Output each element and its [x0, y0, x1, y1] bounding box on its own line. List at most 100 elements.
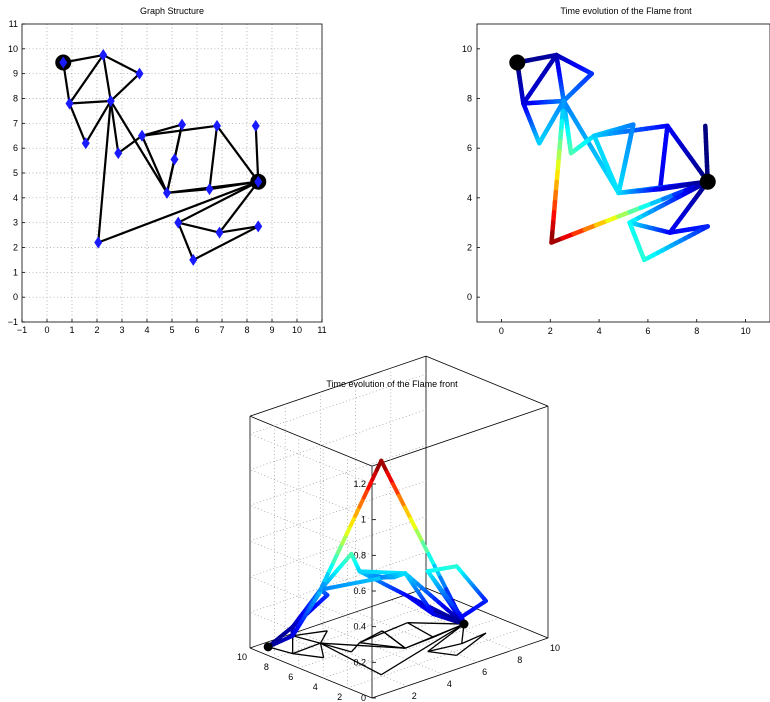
p3-flame-segment: [391, 482, 401, 498]
p3-top-front-edge: [371, 405, 549, 467]
p2-edge-C-E: [561, 71, 595, 104]
p3-flame-segment: [420, 540, 431, 557]
panel-flame-2d: Time evolution of the Flame front 0 2 4 6 8 1…: [462, 6, 770, 336]
p1-edge-N-O: [209, 180, 259, 191]
p1-edge-T-S: [192, 225, 259, 261]
p1-ytick-label: 2: [13, 243, 18, 253]
p3-xtick-label: 6: [482, 667, 487, 677]
p2-edge-K-N: [657, 123, 670, 192]
p1-edge-R-S: [219, 225, 259, 234]
p1-xtick-label: 3: [119, 325, 124, 335]
p1-node-M: [163, 186, 171, 199]
p2-edge-B-D: [521, 52, 559, 106]
p1-node-T: [189, 253, 198, 266]
p1-ytick-label: −1: [8, 317, 18, 327]
p3-floor-grid: [355, 611, 478, 663]
p1-edge-P-O: [97, 180, 259, 244]
p1-ytick-label: 11: [9, 19, 18, 29]
p3-floor-grid: [320, 623, 443, 675]
p3-floor-edge-O-Q: [427, 623, 465, 653]
p3-ytick-label: 8: [264, 662, 269, 672]
p3-ytick-label: 2: [337, 692, 342, 702]
p1-tick-labels: −1 0 1 2 3 4 5 6 7 8 9 10 11 −1 0 1 2 3 4 5 6 7 8 9 10 11: [8, 19, 327, 335]
p3-floor-grid: [285, 635, 408, 687]
p1-xtick-label: 4: [144, 325, 149, 335]
p2-xtick-label: 10: [741, 326, 751, 336]
p1-node-P: [94, 236, 103, 249]
p1-node-G: [114, 147, 123, 160]
p3-floor-grid: [390, 599, 513, 651]
p1-xtick-label: 6: [194, 325, 199, 335]
p3-ytick-label: 10: [237, 652, 247, 662]
p3-flame-segment: [396, 493, 407, 510]
p3-backwall-hgrid: [249, 445, 427, 506]
p3-x-axis: [371, 637, 549, 699]
p2-edge-segment: [537, 137, 544, 146]
p2-ytick-label: 2: [467, 243, 472, 253]
p2-nodes: [509, 54, 716, 190]
p3-flame-edge-R-S: [459, 598, 488, 619]
p2-source-node-A: [509, 54, 526, 71]
p1-edge-E-P: [97, 100, 112, 243]
p3-floor-grid: [323, 617, 500, 679]
p2-edge-D-F: [521, 101, 542, 146]
p2-edge-B-E: [554, 52, 566, 104]
p3-floor-edge-B-E: [292, 635, 321, 644]
p1-xtick-label: 2: [94, 325, 99, 335]
p3-xtick-label: 8: [517, 655, 522, 665]
p3-flame-edge-Q-T: [425, 564, 459, 574]
p3-flame-edge-M-N: [403, 571, 436, 617]
p1-gridlines: [22, 24, 322, 322]
p1-xtick-label: 1: [69, 325, 74, 335]
p3-ztick-label: 0.2: [353, 657, 366, 667]
p1-xtick-label: 5: [169, 325, 174, 335]
p1-ytick-label: 9: [13, 69, 18, 79]
p1-edge-D-E: [69, 99, 111, 105]
p1-node-N: [205, 183, 214, 196]
title-flame-3d: Time evolution of the Flame front: [326, 379, 458, 389]
p2-edge-E-P: [549, 98, 566, 245]
p2-xtick-label: 4: [597, 326, 602, 336]
p2-xtick-label: 6: [645, 326, 650, 336]
p1-ytick-label: 5: [13, 168, 18, 178]
p2-edge-Q-R: [627, 220, 673, 235]
p1-edge-D-F: [68, 103, 87, 144]
p3-xtick-label: 10: [550, 643, 560, 653]
p3-sidewall-hgrid: [249, 505, 373, 556]
p1-edges: [62, 53, 260, 261]
p1-edge-O-R: [218, 181, 260, 234]
p3-flame-segment: [408, 517, 419, 533]
p1-node-S: [254, 220, 263, 233]
p1-edge-H-K: [141, 124, 218, 137]
p3-floor-edge-P-O: [380, 623, 465, 676]
p3-floor-edge-R-S: [461, 632, 487, 645]
p3-flame-edges: [266, 458, 488, 649]
p1-node-D: [65, 97, 74, 110]
p3-tick-labels: 00.20.40.60.811.202468100246810: [237, 479, 560, 702]
p3-backwall-hgrid: [249, 516, 427, 577]
p3-source-node-A: [263, 642, 273, 652]
p1-node-C: [135, 67, 144, 80]
p3-sidewall-hgrid: [249, 576, 373, 627]
p1-nodes: [55, 49, 267, 266]
p3-flame-segment: [426, 552, 437, 568]
p1-edge-J-M: [165, 159, 176, 194]
p1-node-Q: [174, 216, 183, 229]
p1-xtick-label: −1: [17, 325, 27, 335]
p3-floor-edge-K-O: [407, 622, 465, 625]
p1-node-L: [251, 119, 260, 132]
p2-edge-B-C: [554, 52, 595, 76]
p1-node-F: [81, 137, 90, 150]
p1-ytick-label: 0: [13, 292, 18, 302]
p1-node-O: [254, 175, 263, 188]
p3-floor-edge-E-G: [320, 642, 352, 653]
p2-ytick-label: 0: [467, 292, 472, 302]
p1-edge-C-E: [109, 72, 141, 102]
p3-flame-edge-Q-R: [425, 569, 464, 619]
p3-flame-edge-T-S: [454, 564, 488, 603]
p3-floor-edge-K-N: [407, 622, 434, 638]
p3-backwall-hgrid: [249, 409, 427, 470]
p1-xtick-label: 7: [219, 325, 224, 335]
p3-flame-segment: [481, 596, 488, 603]
